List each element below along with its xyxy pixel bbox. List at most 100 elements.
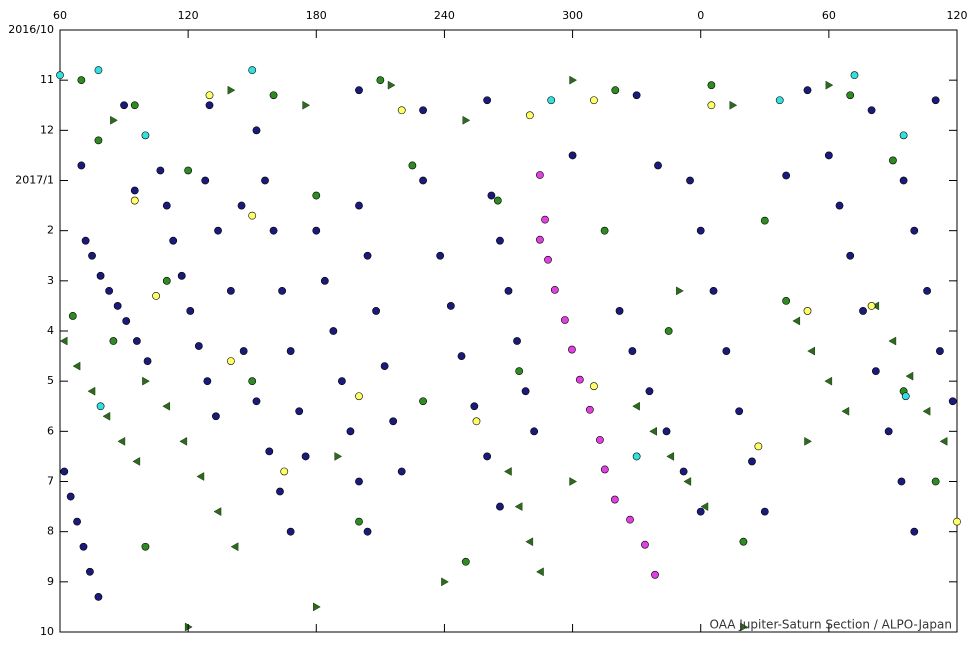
- point: [162, 401, 171, 411]
- point: [81, 236, 90, 245]
- point: [496, 236, 504, 245]
- point: [408, 161, 417, 170]
- point: [923, 286, 931, 295]
- point: [102, 411, 111, 421]
- point: [419, 397, 427, 406]
- point: [179, 436, 188, 446]
- point: [143, 357, 152, 365]
- point: [575, 375, 584, 384]
- point: [748, 457, 756, 466]
- point: [707, 81, 716, 90]
- point: [68, 312, 77, 320]
- point: [939, 436, 948, 446]
- point: [824, 151, 833, 160]
- point: [676, 286, 684, 296]
- point: [585, 405, 594, 414]
- y-tick-label: 6: [47, 424, 54, 437]
- point: [910, 226, 919, 235]
- point: [252, 126, 261, 135]
- point: [496, 502, 504, 511]
- point: [735, 407, 744, 416]
- point: [130, 186, 139, 195]
- point: [141, 131, 150, 140]
- y-tick-label: 8: [47, 525, 54, 538]
- point: [600, 226, 609, 235]
- point: [363, 527, 372, 536]
- point: [824, 376, 833, 386]
- point: [280, 467, 289, 476]
- point: [436, 251, 445, 260]
- point: [899, 176, 908, 185]
- point: [77, 76, 86, 85]
- point: [626, 515, 634, 524]
- plot-area: [59, 29, 958, 633]
- point: [130, 196, 139, 205]
- point: [122, 317, 131, 325]
- point: [334, 451, 343, 461]
- point: [380, 362, 389, 371]
- point: [859, 307, 867, 315]
- point: [530, 427, 539, 436]
- point: [86, 567, 94, 576]
- point: [419, 106, 427, 115]
- point: [515, 367, 524, 376]
- point: [312, 226, 321, 235]
- point: [547, 96, 556, 105]
- point: [286, 347, 295, 355]
- point: [596, 435, 604, 444]
- point: [525, 111, 534, 120]
- point: [679, 467, 688, 476]
- point: [177, 271, 186, 280]
- point: [441, 577, 449, 587]
- point: [60, 467, 69, 476]
- point: [835, 201, 844, 210]
- point: [162, 276, 171, 285]
- point: [372, 307, 380, 315]
- point: [470, 402, 479, 411]
- point: [696, 226, 705, 235]
- point: [205, 101, 214, 110]
- point: [632, 91, 641, 100]
- point: [897, 477, 906, 486]
- point: [457, 352, 466, 360]
- point: [227, 85, 236, 95]
- point: [535, 235, 544, 244]
- point: [184, 622, 193, 632]
- point: [214, 226, 222, 235]
- point: [203, 377, 212, 386]
- point: [355, 201, 363, 210]
- y-tick-label: 2: [47, 224, 54, 237]
- point: [884, 427, 893, 436]
- point: [94, 136, 103, 145]
- point: [117, 436, 126, 446]
- point: [461, 557, 470, 566]
- point: [536, 567, 544, 577]
- point: [94, 66, 103, 75]
- point: [905, 371, 914, 381]
- point: [521, 387, 530, 396]
- point: [610, 495, 619, 504]
- point: [651, 570, 659, 579]
- point: [230, 542, 239, 552]
- point: [132, 457, 141, 466]
- point: [931, 477, 940, 486]
- point: [775, 96, 784, 105]
- point: [600, 465, 609, 474]
- y-tick-label: 7: [47, 475, 54, 488]
- point: [739, 537, 748, 546]
- point: [803, 86, 812, 95]
- point: [535, 171, 544, 179]
- point: [760, 507, 769, 516]
- point: [645, 387, 654, 396]
- x-tick-label: 60: [53, 9, 67, 22]
- point: [226, 357, 235, 365]
- y-tick-label: 11: [40, 73, 54, 86]
- y-tick-label: 2016/10: [8, 23, 54, 36]
- point: [590, 382, 598, 391]
- point: [632, 401, 640, 411]
- point: [513, 337, 521, 345]
- point: [338, 377, 346, 386]
- point: [205, 91, 214, 100]
- point: [541, 215, 549, 224]
